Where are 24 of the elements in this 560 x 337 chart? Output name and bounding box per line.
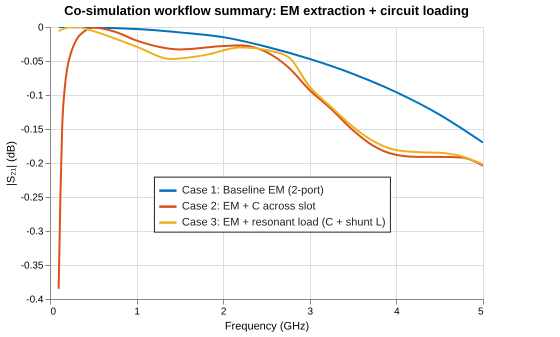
x-tick-label: 5 <box>478 306 484 318</box>
chart-title: Co-simulation workflow summary: EM extraction + circuit loading <box>64 3 469 18</box>
line-series <box>58 27 483 166</box>
x-tick-label: 1 <box>134 306 140 318</box>
y-tick-label: -0.2 <box>26 158 44 170</box>
x-tick-label: 0 <box>50 306 56 318</box>
y-tick-label: -0.15 <box>20 124 44 136</box>
y-axis-title: |S₂₁| (dB) <box>6 141 18 186</box>
x-tick-label: 3 <box>308 306 314 318</box>
y-tick-label: -0.1 <box>26 90 44 102</box>
y-tick-label: 0 <box>38 22 44 34</box>
y-tick-label: -0.05 <box>20 56 44 68</box>
legend-label: Case 2: EM + C across slot <box>182 200 316 213</box>
legend-label: Case 3: EM + resonant load (C + shunt L) <box>182 216 386 229</box>
x-axis-title: Frequency (GHz) <box>224 320 310 332</box>
line-series <box>58 27 483 144</box>
x-tick-label: 4 <box>394 306 400 318</box>
line-series <box>58 27 483 290</box>
y-tick-label: -0.3 <box>26 226 44 238</box>
legend-label: Case 1: Baseline EM (2-port) <box>182 184 324 197</box>
x-tick-label: 2 <box>220 306 227 318</box>
y-tick-label: -0.4 <box>26 294 44 306</box>
y-tick-label: -0.25 <box>20 192 44 204</box>
y-tick-label: -0.35 <box>20 260 44 272</box>
